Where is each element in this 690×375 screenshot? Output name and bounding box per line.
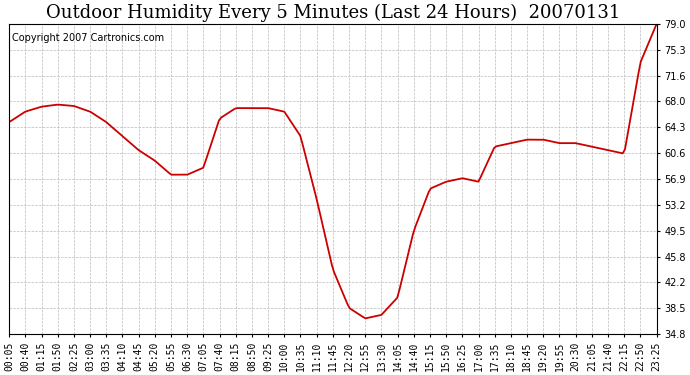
Title: Outdoor Humidity Every 5 Minutes (Last 24 Hours)  20070131: Outdoor Humidity Every 5 Minutes (Last 2… <box>46 4 620 22</box>
Text: Copyright 2007 Cartronics.com: Copyright 2007 Cartronics.com <box>12 33 164 43</box>
